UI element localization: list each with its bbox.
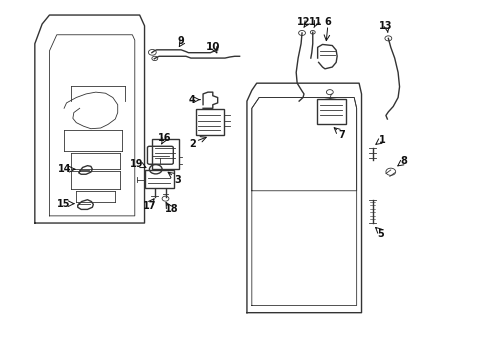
Text: 9: 9	[177, 36, 184, 46]
Text: 6: 6	[324, 17, 330, 27]
Text: 12: 12	[297, 17, 310, 27]
Text: 17: 17	[143, 201, 156, 211]
Text: 11: 11	[308, 17, 321, 27]
Text: 8: 8	[400, 156, 407, 166]
Text: 14: 14	[58, 164, 72, 174]
Text: 13: 13	[378, 21, 392, 31]
Text: 15: 15	[57, 199, 71, 209]
Text: 2: 2	[188, 139, 195, 149]
Text: 10: 10	[205, 42, 220, 51]
Text: 4: 4	[188, 95, 195, 105]
Text: 1: 1	[378, 135, 385, 145]
Text: 16: 16	[158, 133, 171, 143]
Text: 18: 18	[164, 204, 178, 214]
Text: 5: 5	[377, 229, 384, 239]
Text: 19: 19	[130, 159, 143, 169]
Text: 7: 7	[338, 130, 345, 140]
Text: 3: 3	[174, 175, 181, 185]
